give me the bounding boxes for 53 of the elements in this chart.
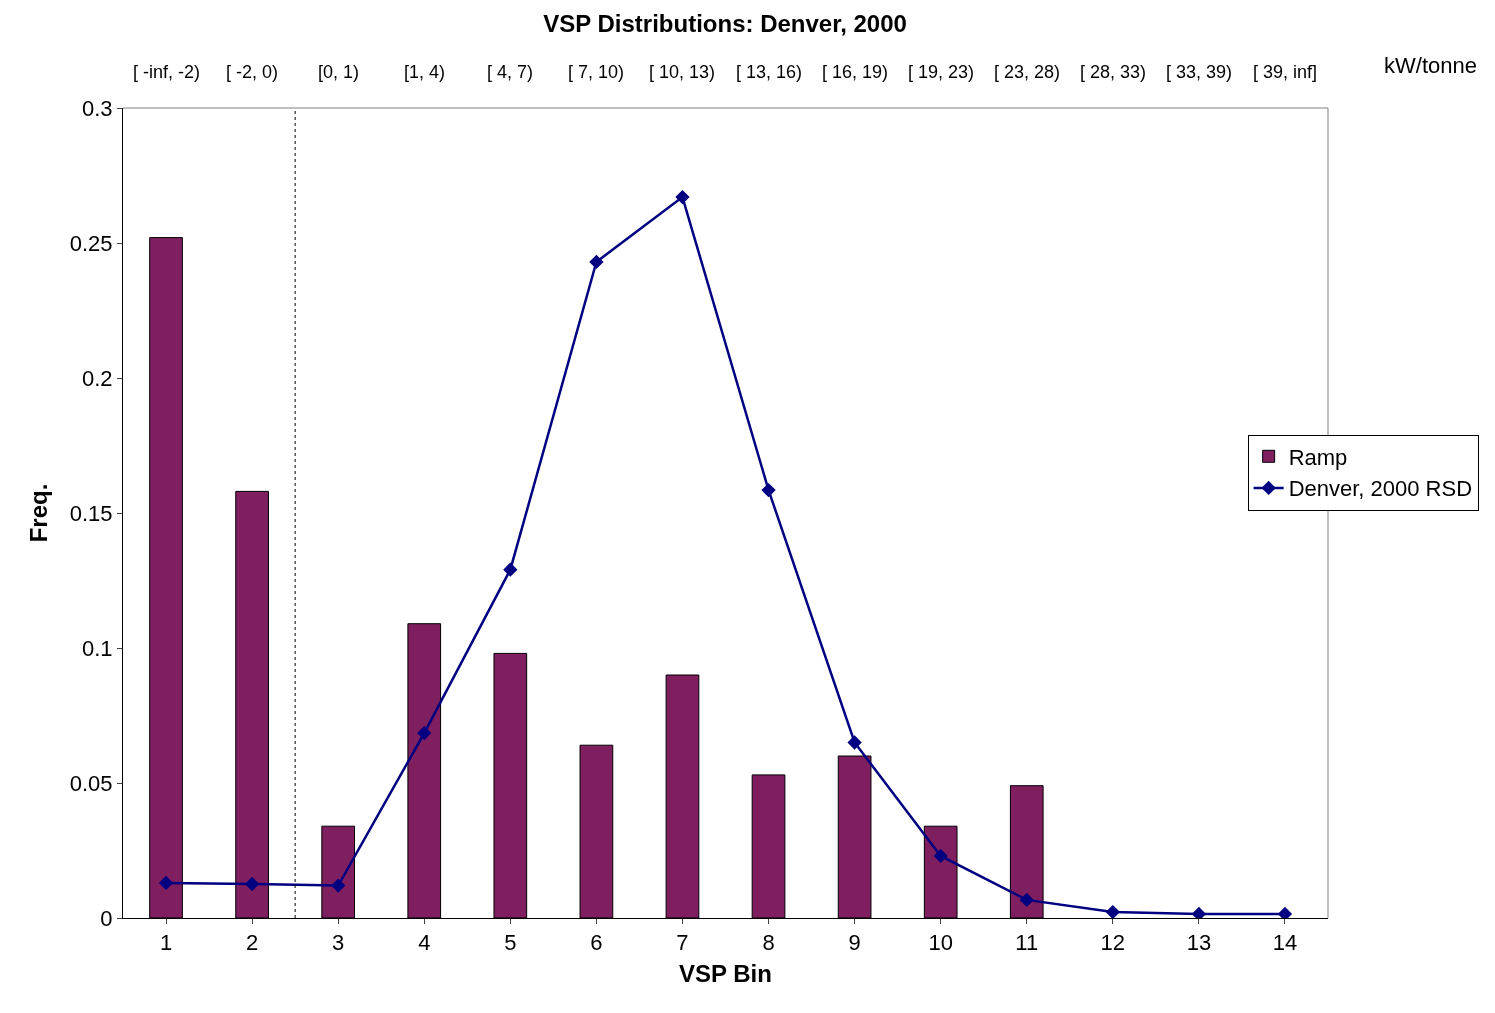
x-tick-label: 10: [928, 930, 953, 956]
y-axis-title: Freq.: [24, 483, 52, 543]
y-tick-label: 0.1: [82, 635, 113, 661]
point: [1019, 892, 1034, 908]
point: [503, 562, 518, 577]
x-tick-label: 8: [762, 930, 775, 956]
text: [ 16, 19): [822, 62, 889, 82]
text: [ 28, 33): [1080, 62, 1147, 82]
legend-label: Denver, 2000 RSD: [1288, 476, 1473, 502]
text: [0, 1): [318, 62, 360, 82]
legend-label: Ramp: [1288, 444, 1348, 470]
text: [ -2, 0): [226, 62, 279, 82]
point: [847, 735, 862, 750]
x-tick-label: 4: [418, 930, 431, 956]
x-tick-label: 3: [332, 930, 345, 956]
text: [ -inf, -2): [133, 62, 201, 82]
point: [244, 876, 260, 892]
y-tick-label: 0.2: [82, 365, 113, 391]
y-tick-label: 0.25: [69, 230, 113, 256]
x-tick-label: 9: [848, 930, 861, 956]
point: [158, 875, 174, 891]
chart-title: VSP Distributions: Denver, 2000: [543, 9, 907, 37]
x-tick-label: 2: [245, 930, 259, 956]
point: [675, 189, 690, 205]
x-tick-label: 1: [159, 930, 173, 956]
point: [933, 848, 948, 864]
point: [761, 482, 776, 498]
text: [1, 4): [404, 62, 446, 82]
x-axis-title: VSP Bin: [679, 959, 772, 987]
x-tick-label: 11: [1015, 930, 1039, 956]
y-tick-label: 0: [100, 905, 113, 931]
x-tick-label: 12: [1100, 930, 1126, 956]
point: [417, 725, 432, 741]
text: [ 33, 39): [1166, 62, 1233, 82]
x-tick-label: 7: [676, 930, 689, 956]
x-tick-label: 6: [590, 930, 603, 956]
x-tick-label: 14: [1272, 930, 1298, 956]
text: [ 4, 7): [487, 62, 534, 82]
text: [ 13, 16): [736, 62, 803, 82]
point: [1105, 904, 1120, 918]
point: [331, 878, 346, 893]
x2-axis-title: kW/tonne: [1384, 53, 1477, 78]
point: [589, 254, 604, 270]
x-tick-label: 13: [1186, 930, 1212, 956]
text: [ 23, 28): [994, 62, 1061, 82]
x-tick-label: 5: [504, 930, 517, 956]
text: [ 39, inf]: [1253, 62, 1318, 82]
y-tick-label: 0.05: [69, 770, 113, 796]
y-tick-label: 0.3: [82, 95, 113, 121]
text: [ 10, 13): [649, 62, 716, 82]
y-tick-label: 0.15: [69, 500, 113, 526]
text: [ 19, 23): [908, 62, 975, 82]
text: [ 7, 10): [568, 62, 625, 82]
